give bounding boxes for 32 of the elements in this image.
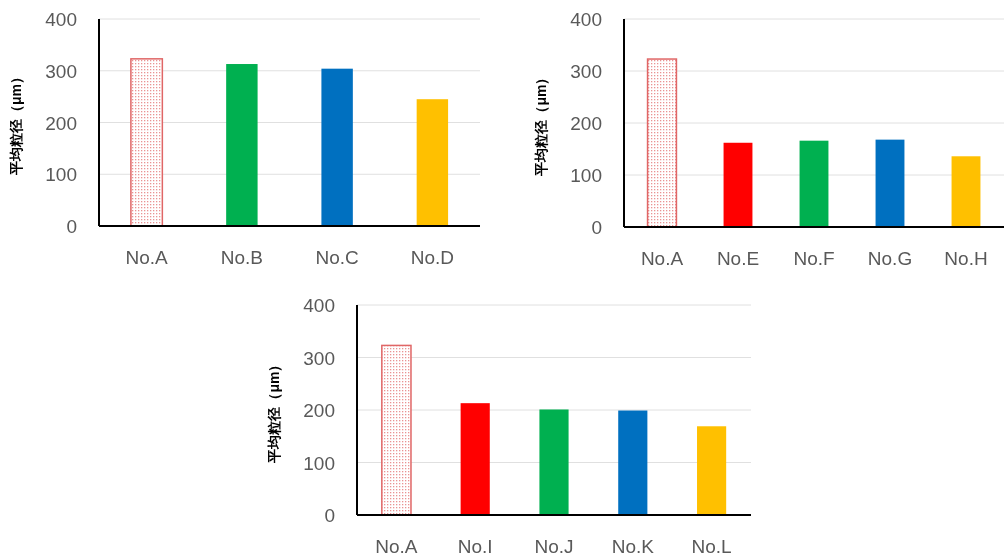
y-tick-label: 400 xyxy=(570,9,602,30)
y-tick-label: 0 xyxy=(66,216,77,237)
x-tick-label: No.A xyxy=(640,248,684,269)
x-tick-label: No.A xyxy=(125,247,169,268)
y-tick-label: 100 xyxy=(303,452,335,474)
y-tick-label: 100 xyxy=(45,164,77,186)
y-tick-label: 100 xyxy=(570,165,602,186)
y-tick-label: 0 xyxy=(591,217,602,238)
x-tick-label: No.K xyxy=(611,536,655,555)
x-tick-label: No.C xyxy=(315,247,359,268)
y-axis-title: 平均粒径（μm） xyxy=(266,357,282,464)
x-tick-label: No.I xyxy=(457,536,493,555)
x-tick-label: No.H xyxy=(944,248,988,269)
y-tick-label: 400 xyxy=(45,9,77,30)
y-tick-label: 200 xyxy=(570,113,602,134)
y-tick-label: 200 xyxy=(303,400,335,421)
y-axis-title: 平均粒径（μm） xyxy=(8,69,24,177)
x-tick-label: No.A xyxy=(375,536,418,555)
x-tick-label: No.G xyxy=(867,248,913,269)
y-tick-label: 400 xyxy=(303,295,335,316)
y-tick-label: 200 xyxy=(45,112,77,134)
y-tick-label: 0 xyxy=(324,505,335,526)
y-axis-title: 平均粒径（μm） xyxy=(533,70,549,177)
x-tick-label: No.D xyxy=(410,247,455,268)
y-tick-label: 300 xyxy=(570,61,602,82)
x-tick-label: No.E xyxy=(716,248,760,269)
x-tick-label: No.J xyxy=(534,536,574,555)
x-tick-label: No.L xyxy=(691,536,732,555)
x-tick-label: No.B xyxy=(220,247,263,268)
y-tick-label: 300 xyxy=(45,60,77,82)
x-tick-label: No.F xyxy=(793,248,835,269)
y-tick-label: 300 xyxy=(303,347,335,369)
